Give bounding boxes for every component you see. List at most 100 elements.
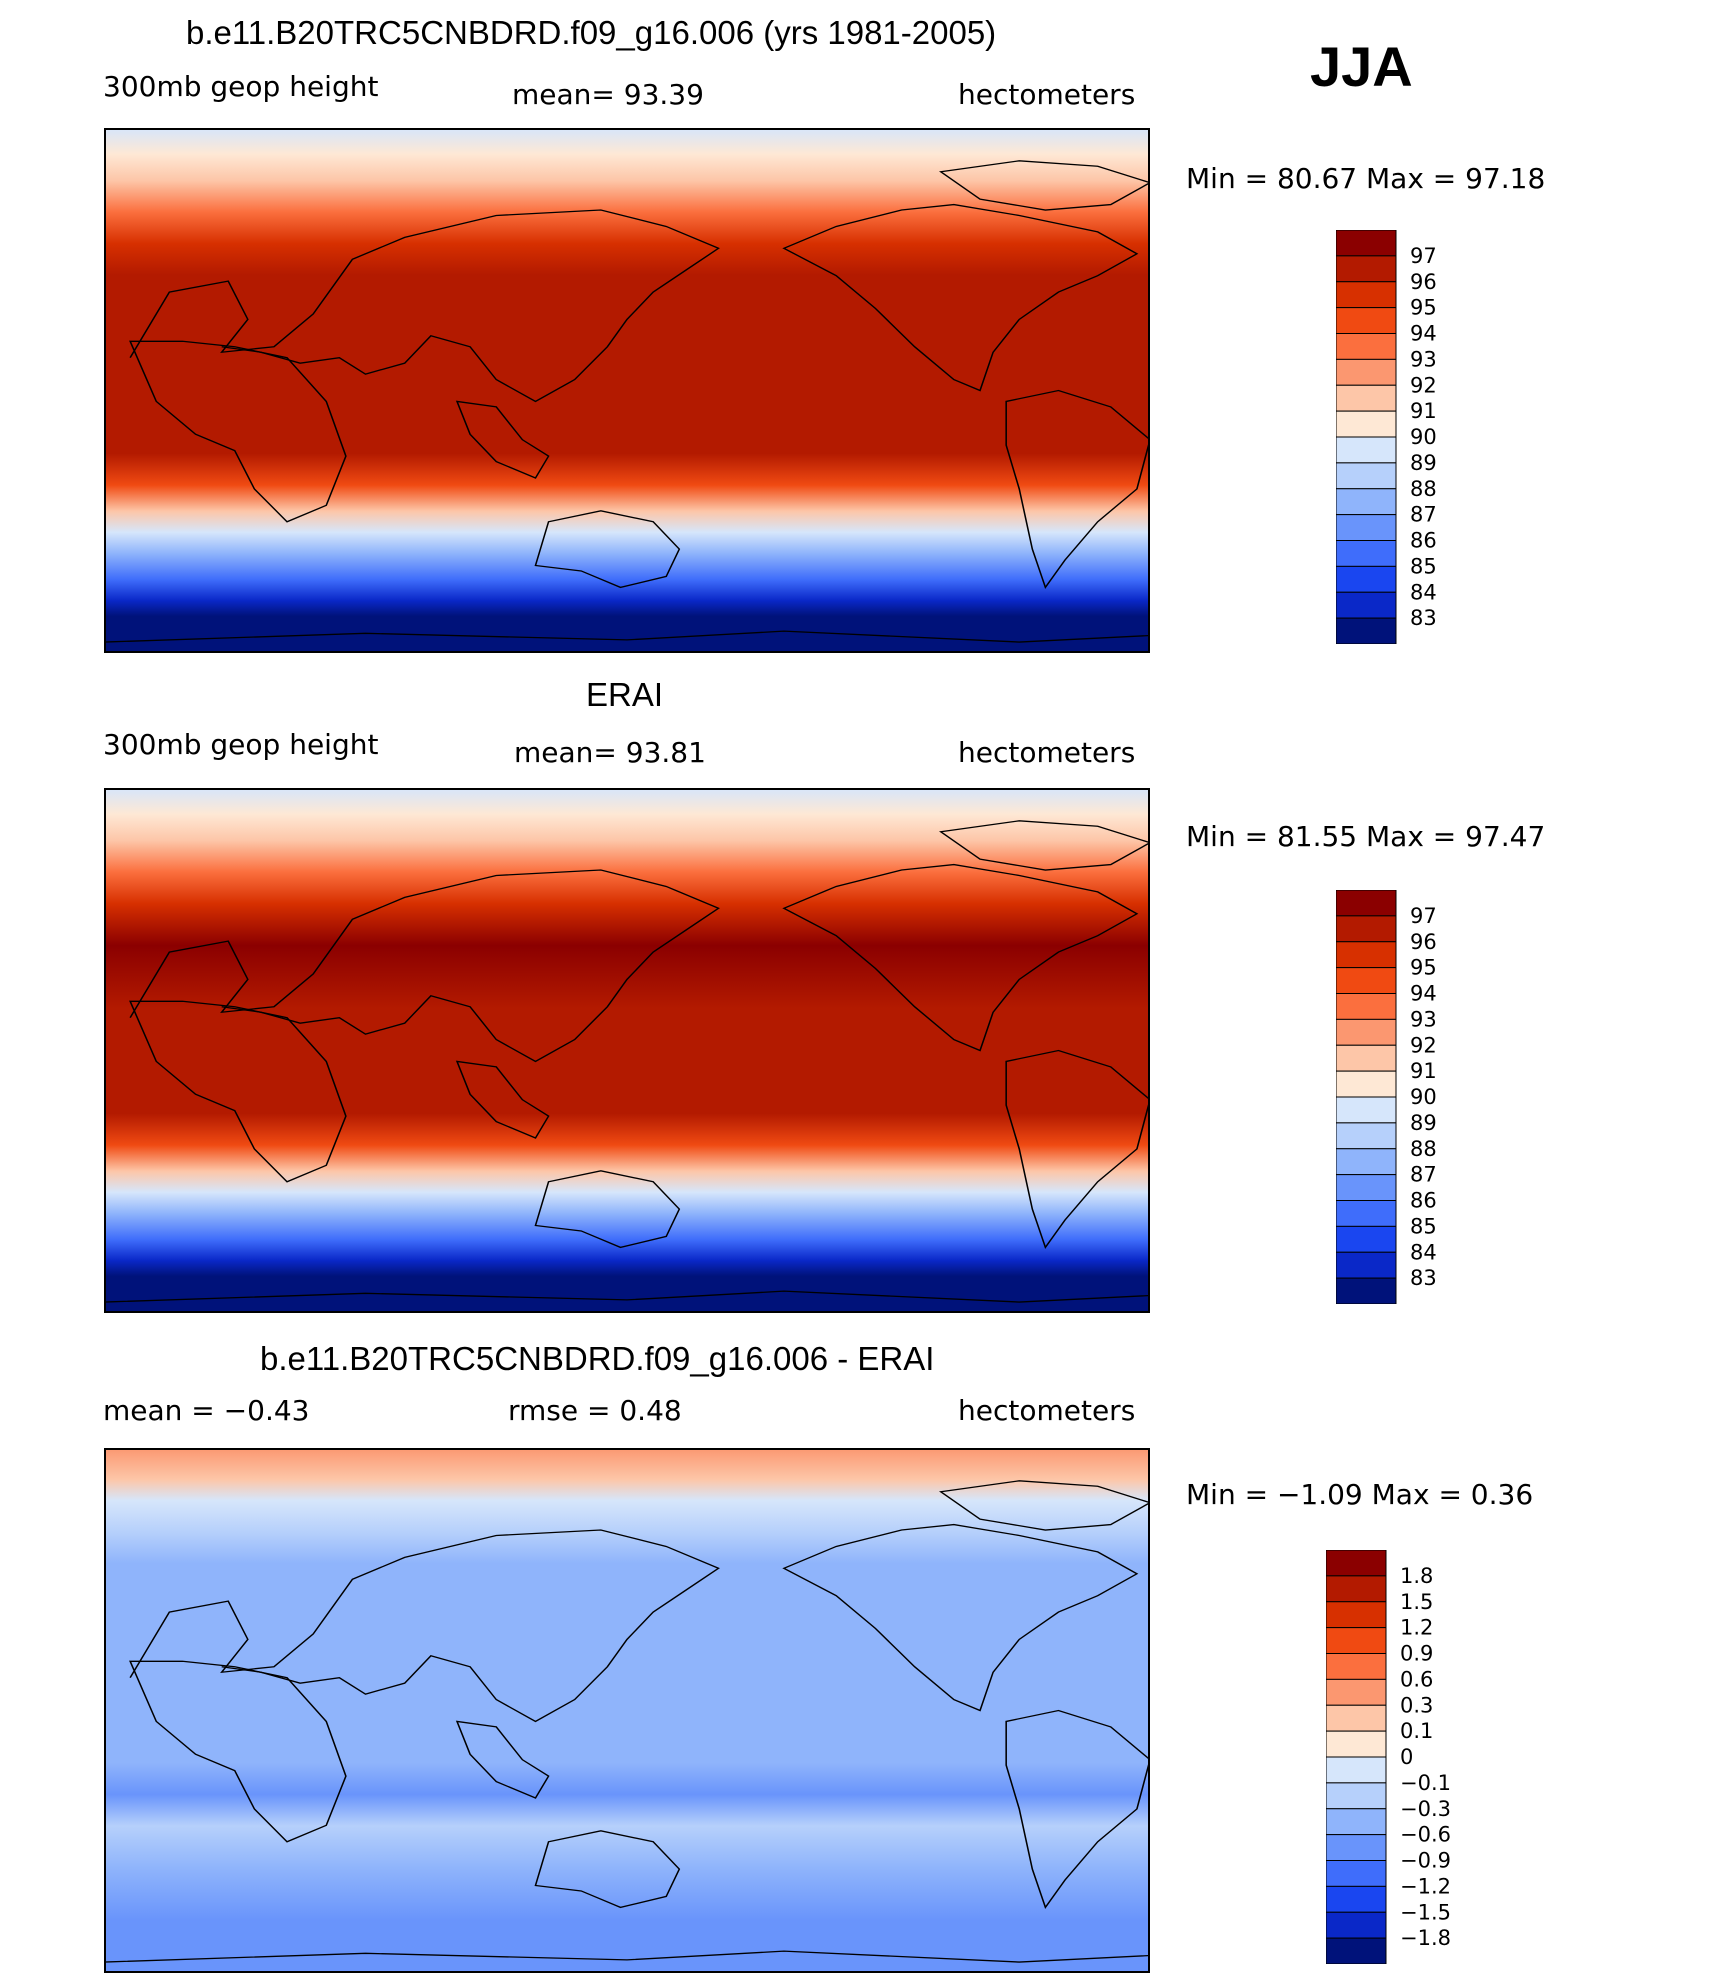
colorbar-swatch [1336,941,1397,969]
colorbar-swatch [1336,514,1397,541]
colorbar-swatch [1336,410,1397,438]
colorbar-label: −1.8 [1400,1926,1451,1950]
panel-3-minmax: Min = −1.09 Max = 0.36 [1186,1478,1534,1511]
colorbar-swatch [1336,1148,1397,1176]
colorbar-swatch [1336,915,1397,943]
colorbar-label: 87 [1410,503,1437,527]
panel-1-units-label: hectometers [958,78,1136,111]
colorbar-label: 88 [1410,477,1437,501]
panel-2-units-label: hectometers [958,736,1136,769]
colorbar-label: 0.1 [1400,1719,1433,1743]
coastline [534,1170,681,1249]
colorbar-swatch [1336,488,1397,516]
colorbar-label: −0.9 [1400,1849,1451,1873]
colorbar-swatch [1336,281,1397,309]
panel-2-minmax: Min = 81.55 Max = 97.47 [1186,820,1546,853]
panel-3-title: b.e11.B20TRC5CNBDRD.f09_g16.006 - ERAI [260,1340,935,1377]
colorbar-swatch [1326,1575,1387,1603]
colorbar-label: 85 [1410,1214,1437,1238]
coastline [129,1000,347,1183]
colorbar-label: 88 [1410,1137,1437,1161]
colorbar-label: 84 [1410,1240,1437,1264]
colorbar-swatch [1336,384,1397,412]
colorbar-label: −0.6 [1400,1823,1451,1847]
panel-1-minmax: Min = 80.67 Max = 97.18 [1186,162,1546,195]
colorbar-swatch [1336,1018,1397,1046]
colorbar-label: 1.5 [1400,1590,1433,1614]
coastline [782,1523,1139,1712]
map-field [104,788,1150,1313]
colorbar-label: 95 [1410,956,1437,980]
panel-2-mean-label: mean= 93.81 [514,736,706,769]
colorbar-label: 86 [1410,529,1437,553]
colorbar-label: 89 [1410,1111,1437,1135]
colorbar-swatch [1336,993,1397,1020]
colorbar-swatch [1336,1122,1397,1150]
colorbar-label: 0 [1400,1745,1413,1769]
colorbar-label: 84 [1410,580,1437,604]
colorbar-label: 1.8 [1400,1564,1433,1588]
panel-3-colorbar: 1.81.51.20.90.60.30.10−0.1−0.3−0.6−0.9−1… [1326,1550,1451,1964]
colorbar-label: −0.1 [1400,1771,1451,1795]
season-label: JJA [1310,35,1413,98]
panel-1-mean-label: mean= 93.39 [512,78,704,111]
colorbar-swatch [1326,1550,1387,1577]
colorbar-swatch [1326,1756,1387,1784]
coastline [129,340,347,523]
colorbar-swatch [1336,1277,1397,1304]
panel-3-map [104,1448,1150,1973]
colorbar-label: 91 [1410,399,1437,423]
colorbar-label: 94 [1410,322,1437,346]
colorbar-swatch [1336,890,1397,917]
panel-1-map [104,128,1150,653]
colorbar-swatch [1326,1782,1387,1810]
colorbar-swatch [1336,1044,1397,1072]
colorbar-label: 89 [1410,451,1437,475]
colorbar-swatch [1326,1627,1387,1654]
colorbar-swatch [1336,1070,1397,1098]
colorbar-label: 97 [1410,904,1437,928]
colorbar-swatch [1326,1885,1387,1913]
colorbar-swatch [1336,1174,1397,1201]
colorbar-label: −0.3 [1400,1797,1451,1821]
colorbar-swatch [1326,1937,1387,1964]
colorbar-label: −1.5 [1400,1900,1451,1924]
coastline [1005,389,1150,590]
panel-3-units-label: hectometers [958,1394,1136,1427]
colorbar-label: 90 [1410,425,1437,449]
colorbar-label: 86 [1410,1189,1437,1213]
colorbar-label: 95 [1410,296,1437,320]
panel-2-title: ERAI [586,676,664,713]
map-field [104,1448,1150,1973]
coastline [534,1830,681,1909]
colorbar-swatch [1336,1200,1397,1227]
colorbar-swatch [1336,358,1397,386]
colorbar-label: 91 [1410,1059,1437,1083]
panel-2-map [104,788,1150,1313]
map-frame [104,128,1150,653]
map-frame [104,1448,1150,1973]
colorbar-label: 0.6 [1400,1667,1433,1691]
colorbar-swatch [1336,617,1397,644]
colorbar-label: 0.9 [1400,1642,1433,1666]
colorbar-swatch [1326,1653,1387,1680]
coastline [782,203,1139,392]
colorbar-swatch [1336,436,1397,464]
coastline [938,1480,1150,1531]
colorbar-swatch [1336,1225,1397,1253]
colorbar-swatch [1326,1911,1387,1939]
coastline [455,1060,550,1139]
panel-3-mean-label: mean = −0.43 [103,1394,310,1427]
colorbar-swatch [1326,1601,1387,1629]
coastline [104,630,1150,643]
colorbar-label: 96 [1410,270,1437,294]
map-field [104,128,1150,653]
colorbar-label: 85 [1410,554,1437,578]
colorbar-swatch [1326,1730,1387,1758]
colorbar-label: 87 [1410,1163,1437,1187]
coastline [534,510,681,589]
colorbar-label: 1.2 [1400,1616,1433,1640]
colorbar-swatch [1326,1704,1387,1732]
